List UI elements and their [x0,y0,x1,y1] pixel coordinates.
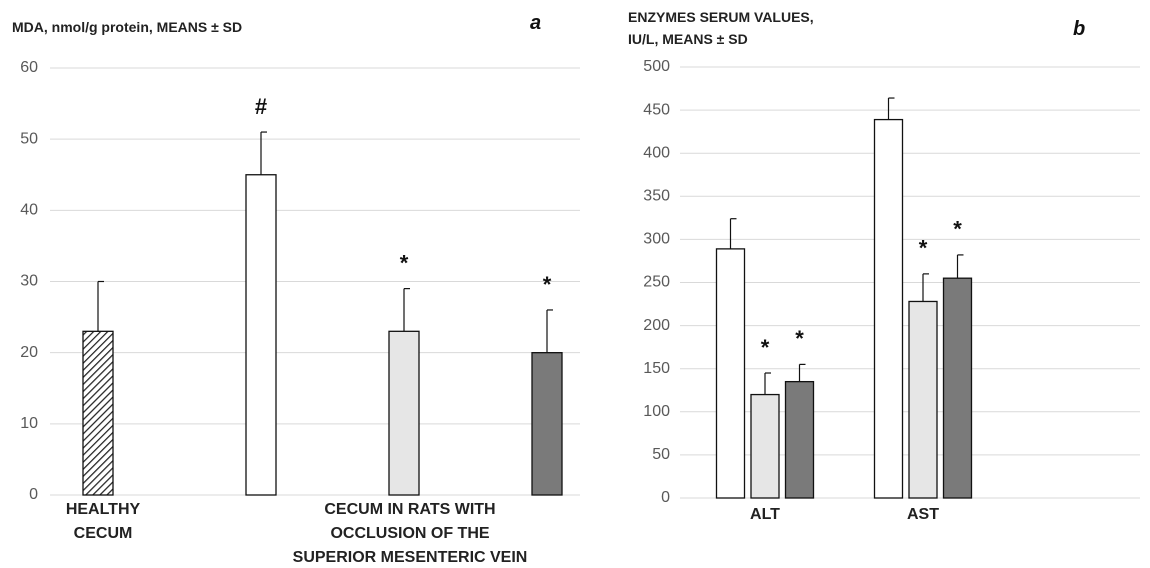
bar [873,118,904,499]
chart-title-line: IU/L, MEANS ± SD [628,31,748,47]
y-tick-label: 100 [643,403,670,420]
category-label-line: HEALTHY [65,501,141,518]
category-label: CECUM IN RATS WITH OCCLUSION OF THE SUPERI… [293,498,528,568]
annotation: * [400,250,409,275]
category-label-line: SUPERIOR MESENTERIC VEIN [292,549,528,566]
bar [942,277,973,499]
y-tick-label: 10 [20,415,38,432]
y-tick-label: 450 [643,101,670,118]
y-tick-label: 500 [643,58,670,75]
y-tick-label: 0 [29,486,38,503]
bar [784,380,815,499]
y-tick-label: 400 [643,144,670,161]
chart-title: ENZYMES SERUM VALUES, IU/L, MEANS ± SD [628,6,814,50]
y-tick-label: 300 [643,231,670,248]
y-tick-label: 30 [20,273,38,290]
y-tick-label: 250 [643,274,670,291]
annotation: * [919,236,928,261]
panel-label: a [530,12,542,34]
bar [531,352,563,496]
bar [908,300,938,499]
category-label-line: CECUM IN RATS WITH [324,501,496,518]
bar [715,248,746,499]
y-tick-label: 40 [20,202,38,219]
bar [388,330,420,496]
category-label-line: CECUM [73,525,133,542]
x-tick-label: ALT [750,506,780,523]
y-tick-label: 150 [643,360,670,377]
annotation: * [543,272,552,297]
annotation: * [761,335,770,360]
y-tick-label: 20 [20,344,38,361]
panel-label: b [1073,18,1086,40]
x-tick-label: AST [907,506,939,523]
y-tick-label: 50 [20,130,38,147]
chart-title: MDA, nmol/g protein, MEANS ± SD [12,19,243,35]
category-label-line: OCCLUSION OF THE [330,525,490,542]
annotation: * [953,217,962,242]
annotation: # [255,94,267,119]
y-tick-label: 0 [661,489,670,506]
bar [750,393,780,499]
y-tick-label: 350 [643,188,670,205]
y-tick-label: 50 [652,446,670,463]
bar [245,174,277,496]
bar [82,330,114,496]
y-tick-label: 60 [20,59,38,76]
annotation: * [795,326,804,351]
chart-title-line: ENZYMES SERUM VALUES, [628,9,814,25]
y-tick-label: 200 [643,317,670,334]
category-label: HEALTHY CECUM [66,498,140,546]
